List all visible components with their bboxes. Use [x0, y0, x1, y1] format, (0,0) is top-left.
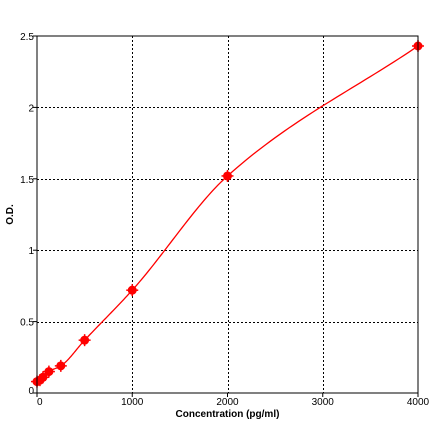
y-tick-label: 0.5 — [20, 318, 34, 329]
y-tick-label: 1 — [28, 246, 34, 257]
x-axis-title: Concentration (pg/ml) — [176, 409, 280, 420]
y-tick-label: 2 — [28, 103, 34, 114]
x-tick-label: 2000 — [216, 397, 239, 408]
axis-ticks: 0 1000 2000 3000 4000 0 0.5 1 1.5 2 2.5 — [20, 32, 429, 408]
y-axis-title: O.D. — [5, 204, 16, 225]
y-tick-label: 2.5 — [20, 32, 34, 43]
data-points — [31, 39, 424, 388]
y-tick-label: 0 — [28, 386, 34, 397]
x-tick-label: 4000 — [407, 397, 430, 408]
x-tick-label: 3000 — [312, 397, 335, 408]
x-tick-label: 1000 — [121, 397, 144, 408]
y-tick-label: 1.5 — [20, 175, 34, 186]
grid-lines — [37, 36, 418, 393]
x-tick-label: 0 — [37, 397, 43, 408]
